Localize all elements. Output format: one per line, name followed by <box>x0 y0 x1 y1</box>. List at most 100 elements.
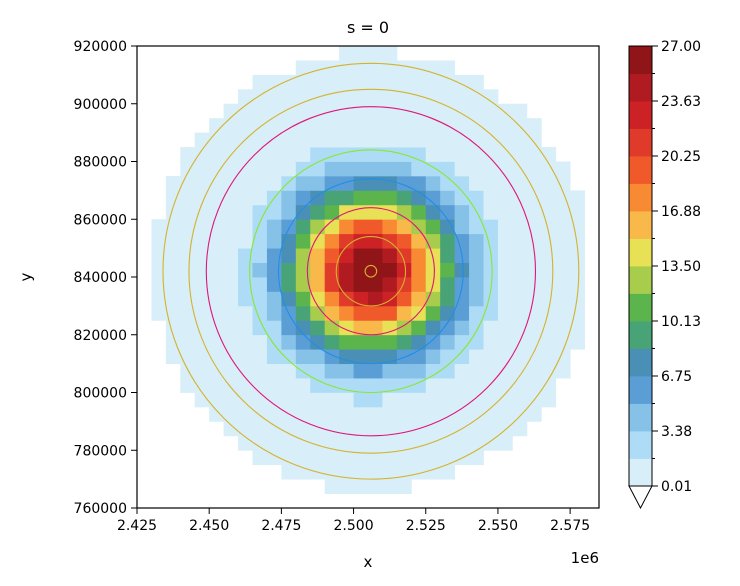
heatmap-cell <box>483 175 499 191</box>
heatmap-cell <box>209 262 225 278</box>
heatmap-cell <box>324 363 340 379</box>
heatmap-cell <box>295 233 311 249</box>
heatmap-cell <box>497 277 513 292</box>
heatmap-cell <box>368 74 383 90</box>
heatmap-cell <box>382 204 398 220</box>
heatmap-cell <box>382 161 398 177</box>
heatmap-cell <box>368 277 383 292</box>
colorbar-tick-label: 27.00 <box>661 39 701 55</box>
heatmap-cell <box>425 175 441 191</box>
heatmap-cell <box>454 363 470 379</box>
heatmap-cell <box>324 450 340 466</box>
heatmap-cell <box>440 378 456 393</box>
heatmap-cell <box>209 378 225 393</box>
heatmap-cell <box>252 204 268 220</box>
heatmap-cell <box>440 204 456 220</box>
heatmap-cell <box>151 291 167 307</box>
contour-rings <box>162 62 580 480</box>
heatmap-cell <box>209 147 225 162</box>
heatmap-cell <box>223 363 239 379</box>
heatmap-cell <box>165 291 181 307</box>
heatmap-cell <box>570 305 585 321</box>
heatmap-cell <box>252 334 268 350</box>
heatmap-cell <box>469 74 484 90</box>
colorbar-tick-label: 13.50 <box>661 259 701 275</box>
y-tick-label: 860000 <box>74 212 127 228</box>
heatmap-cell <box>497 132 513 148</box>
heatmap-cell <box>382 118 398 134</box>
heatmap-cell <box>209 219 225 235</box>
heatmap-cell <box>295 175 311 191</box>
heatmap-cell <box>411 378 427 393</box>
heatmap-cell <box>555 233 571 249</box>
heatmap-cell <box>339 219 354 235</box>
heatmap-cell <box>425 147 441 162</box>
heatmap-cell <box>281 89 297 105</box>
heatmap-cell <box>411 204 427 220</box>
heatmap-cell <box>483 118 499 134</box>
heatmap-cell <box>252 392 268 408</box>
heatmap-cell <box>440 161 456 177</box>
heatmap-cell <box>454 190 470 206</box>
heatmap-cell <box>281 464 297 480</box>
heatmap-cell <box>368 161 383 177</box>
heatmap-cell <box>339 46 354 61</box>
heatmap-cell <box>339 74 354 90</box>
heatmap-cell <box>266 147 282 162</box>
heatmap-cell <box>194 392 210 408</box>
heatmap-cell <box>469 262 484 278</box>
colorbar-swatch <box>629 183 652 212</box>
heatmap-cell <box>368 435 383 451</box>
heatmap-cell <box>454 89 470 105</box>
heatmap-cell <box>223 320 239 336</box>
heatmap-cell <box>512 363 528 379</box>
heatmap-cell <box>526 175 542 191</box>
heatmap-cell <box>454 161 470 177</box>
heatmap-cell <box>310 450 326 466</box>
heatmap-cell <box>483 334 499 350</box>
heatmap-cell <box>396 161 412 177</box>
heatmap-cell <box>281 161 297 177</box>
heatmap-cell <box>526 378 542 393</box>
heatmap-cell <box>295 392 311 408</box>
heatmap-cell <box>223 406 239 422</box>
heatmap-cell <box>396 233 412 249</box>
heatmap-cell <box>425 406 441 422</box>
heatmap-cell <box>252 450 268 466</box>
heatmap-cell <box>194 248 210 263</box>
heatmap-cell <box>454 147 470 162</box>
heatmap-cell <box>223 277 239 292</box>
heatmap-cell <box>368 421 383 437</box>
heatmap-cell <box>295 378 311 393</box>
heatmap-cell <box>526 204 542 220</box>
heatmap-cell <box>483 392 499 408</box>
heatmap-cell <box>440 147 456 162</box>
heatmap-cell <box>396 435 412 451</box>
heatmap-cell <box>281 334 297 350</box>
heatmap-cell <box>526 334 542 350</box>
heatmap-cell <box>266 118 282 134</box>
heatmap-cell <box>555 248 571 263</box>
heatmap-cell <box>555 262 571 278</box>
heatmap-cell <box>469 190 484 206</box>
heatmap-cell <box>526 147 542 162</box>
heatmap-cell <box>411 450 427 466</box>
heatmap-cell <box>411 74 427 90</box>
heatmap-cell <box>281 378 297 393</box>
heatmap-cell <box>368 132 383 148</box>
heatmap-cell <box>339 479 354 494</box>
heatmap-cell <box>541 305 557 321</box>
heatmap-cell <box>310 74 326 90</box>
heatmap-cell <box>512 291 528 307</box>
heatmap-cell <box>368 392 383 408</box>
heatmap-cell <box>497 406 513 422</box>
heatmap-cell <box>295 421 311 437</box>
heatmap-cell <box>324 277 340 292</box>
heatmap-cell <box>353 132 369 148</box>
heatmap-cell <box>238 190 253 206</box>
heatmap-cell <box>252 291 268 307</box>
heatmap-cell <box>368 175 383 191</box>
heatmap-cell <box>209 118 225 134</box>
heatmap-cell <box>555 320 571 336</box>
heatmap-cell <box>295 132 311 148</box>
